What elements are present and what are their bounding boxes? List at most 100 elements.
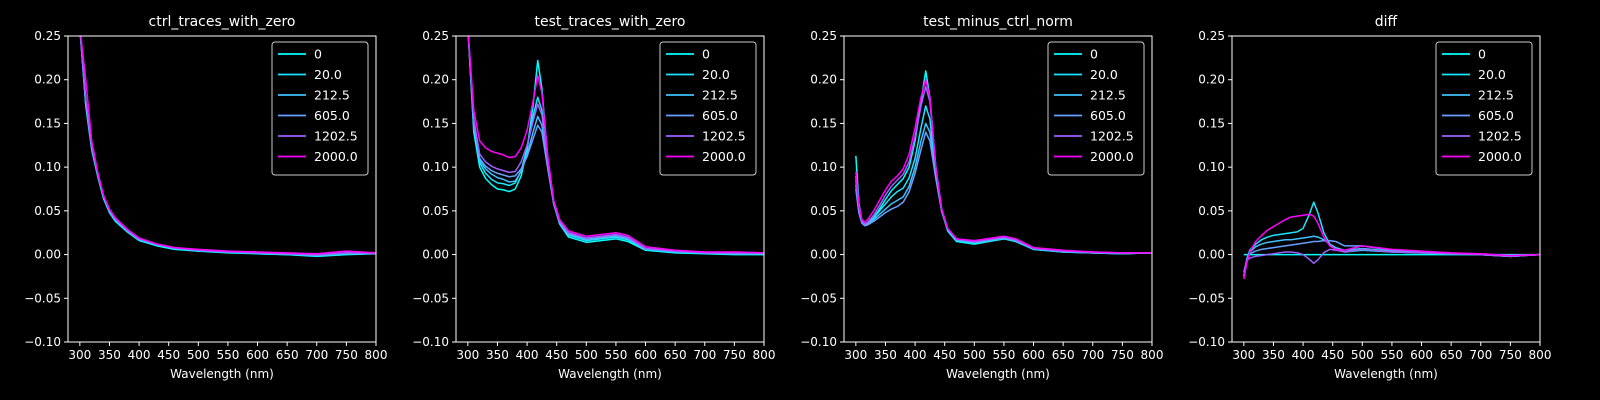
x-axis-label: Wavelength (nm)	[946, 367, 1050, 381]
legend-label: 2000.0	[1478, 149, 1522, 164]
x-tick-label: 750	[1499, 348, 1522, 362]
x-tick-label: 400	[128, 348, 151, 362]
y-tick-label: −0.05	[24, 291, 61, 305]
series-line-4	[855, 85, 1152, 254]
legend-label: 0	[314, 47, 322, 62]
legend-label: 212.5	[314, 88, 350, 103]
x-tick-label: 650	[1440, 348, 1463, 362]
x-tick-label: 350	[1262, 348, 1285, 362]
legend-label: 20.0	[1478, 67, 1506, 82]
x-tick-label: 750	[723, 348, 746, 362]
y-tick-label: 0.10	[1198, 160, 1225, 174]
x-tick-label: 700	[1469, 348, 1492, 362]
x-tick-label: 600	[1022, 348, 1045, 362]
x-tick-label: 600	[1410, 348, 1433, 362]
x-tick-label: 400	[904, 348, 927, 362]
legend-label: 20.0	[702, 67, 730, 82]
y-tick-label: −0.05	[800, 291, 837, 305]
x-tick-label: 350	[874, 348, 897, 362]
series-line-5	[1243, 213, 1540, 280]
x-tick-label: 550	[604, 348, 627, 362]
series-line-5	[80, 36, 376, 255]
series-group	[79, 36, 376, 258]
legend-label: 605.0	[1478, 108, 1514, 123]
legend-label: 1202.5	[314, 129, 358, 144]
series-line-5	[855, 78, 1152, 254]
chart-title: ctrl_traces_with_zero	[149, 14, 296, 30]
x-axis-label: Wavelength (nm)	[1334, 367, 1438, 381]
y-tick-label: 0.20	[34, 73, 61, 87]
legend: 0 20.0 212.5 605.0 1202.5 2000.0	[1047, 41, 1145, 176]
y-tick-label: −0.10	[1188, 335, 1225, 349]
x-tick-label: 800	[1141, 348, 1164, 362]
y-tick-label: −0.10	[24, 335, 61, 349]
series-line-4	[467, 36, 764, 254]
chart-panel-2: 300 350 400 450 500 550 600 650 700 750 800 −0.10 −0…	[800, 14, 1163, 381]
x-tick-label: 800	[1529, 348, 1552, 362]
x-tick-label: 450	[933, 348, 956, 362]
x-tick-label: 750	[1111, 348, 1134, 362]
y-tick-label: 0.25	[810, 29, 837, 43]
x-tick-label: 450	[157, 348, 180, 362]
legend-label: 20.0	[314, 67, 342, 82]
legend-label: 1202.5	[1090, 129, 1134, 144]
x-tick-label: 400	[516, 348, 539, 362]
y-tick-label: 0.20	[1198, 73, 1225, 87]
y-tick-label: 0.15	[422, 116, 449, 130]
x-tick-label: 350	[98, 348, 121, 362]
axes-frame	[843, 35, 1153, 343]
x-tick-label: 750	[335, 348, 358, 362]
legend-label: 20.0	[1090, 67, 1118, 82]
y-tick-label: 0.25	[1198, 29, 1225, 43]
y-tick-label: 0.10	[810, 160, 837, 174]
legend: 0 20.0 212.5 605.0 1202.5 2000.0	[659, 41, 757, 176]
y-tick-label: −0.10	[800, 335, 837, 349]
legend: 0 20.0 212.5 605.0 1202.5 2000.0	[271, 41, 369, 176]
y-tick-label: 0.00	[1198, 248, 1225, 262]
chart-panel-3: 300 350 400 450 500 550 600 650 700 750 800 −0.10 −0…	[1188, 14, 1551, 381]
y-tick-label: 0.25	[34, 29, 61, 43]
legend-label: 212.5	[702, 88, 738, 103]
x-tick-label: 500	[575, 348, 598, 362]
legend-label: 605.0	[1090, 108, 1126, 123]
legend-label: 212.5	[1090, 88, 1126, 103]
x-tick-label: 550	[216, 348, 239, 362]
x-tick-label: 300	[68, 348, 91, 362]
series-line-5	[467, 36, 764, 254]
legend-label: 1202.5	[702, 129, 746, 144]
x-tick-label: 400	[1292, 348, 1315, 362]
y-tick-label: 0.00	[422, 248, 449, 262]
legend-label: 2000.0	[702, 149, 746, 164]
x-tick-label: 500	[1351, 348, 1374, 362]
y-tick-label: 0.20	[422, 73, 449, 87]
x-tick-label: 800	[753, 348, 776, 362]
series-line-3	[1243, 239, 1540, 273]
y-tick-label: 0.25	[422, 29, 449, 43]
y-tick-label: 0.10	[422, 160, 449, 174]
chart-panel-0: 300 350 400 450 500 550 600 650 700 750 800 −0.10 −0…	[24, 14, 387, 381]
x-tick-label: 650	[276, 348, 299, 362]
series-line-2	[467, 36, 764, 255]
x-tick-label: 600	[634, 348, 657, 362]
legend-label: 1202.5	[1478, 129, 1522, 144]
y-tick-label: 0.15	[810, 116, 837, 130]
y-tick-label: −0.10	[412, 335, 449, 349]
y-tick-label: 0.00	[810, 248, 837, 262]
x-tick-label: 800	[365, 348, 388, 362]
x-tick-label: 500	[963, 348, 986, 362]
series-line-2	[1243, 235, 1540, 277]
legend-label: 2000.0	[1090, 149, 1134, 164]
series-group	[467, 36, 764, 256]
x-tick-label: 450	[1321, 348, 1344, 362]
y-tick-label: 0.05	[810, 204, 837, 218]
y-tick-label: 0.15	[34, 116, 61, 130]
chart-title: test_traces_with_zero	[535, 14, 686, 30]
y-tick-label: 0.10	[34, 160, 61, 174]
x-tick-label: 300	[1232, 348, 1255, 362]
chart-panel-1: 300 350 400 450 500 550 600 650 700 750 800 −0.10 −0…	[412, 14, 775, 381]
series-line-0	[467, 36, 764, 256]
chart-title: test_minus_ctrl_norm	[923, 14, 1073, 30]
legend-label: 605.0	[314, 108, 350, 123]
x-tick-label: 700	[693, 348, 716, 362]
